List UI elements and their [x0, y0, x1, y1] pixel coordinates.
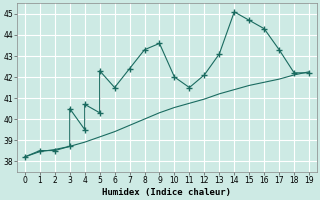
X-axis label: Humidex (Indice chaleur): Humidex (Indice chaleur): [102, 188, 231, 197]
